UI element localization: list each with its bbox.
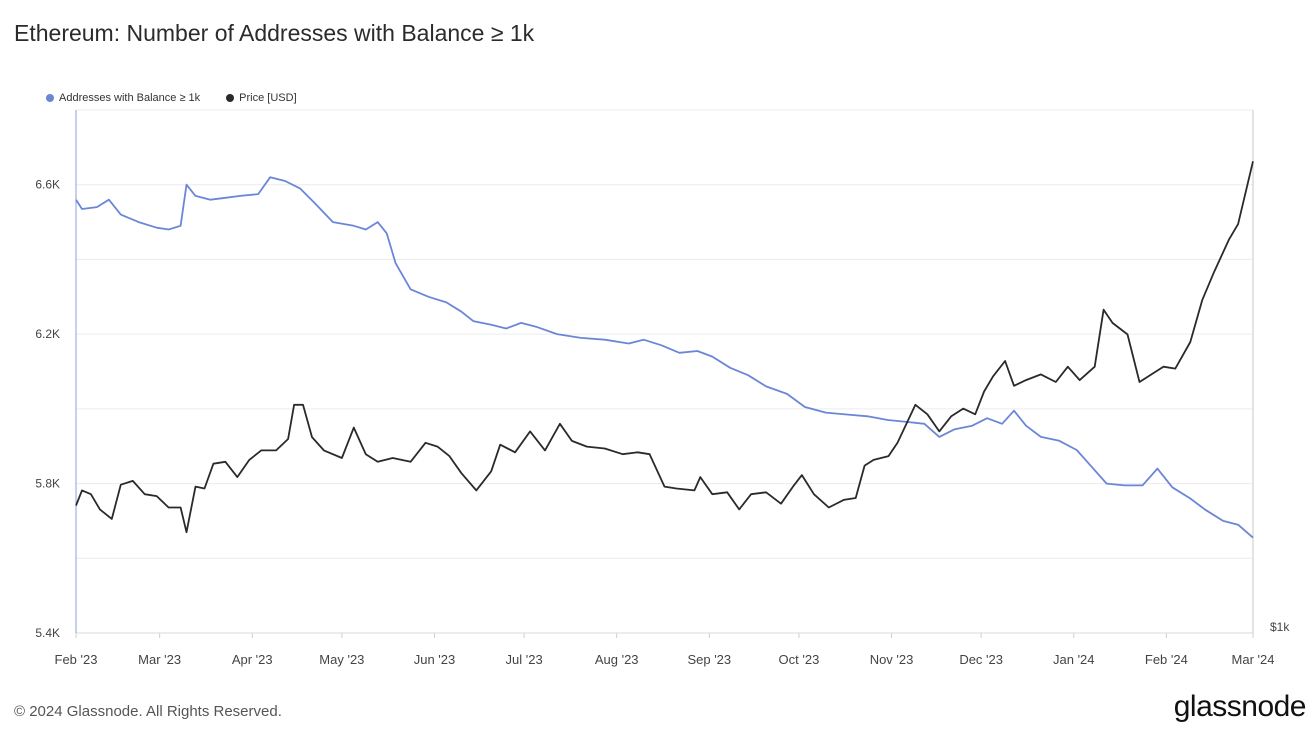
chart-legend: Addresses with Balance ≥ 1k Price [USD]: [46, 92, 297, 104]
x-tick-label: Apr '23: [232, 652, 273, 667]
chart-title: Ethereum: Number of Addresses with Balan…: [14, 20, 535, 46]
legend-item-price[interactable]: Price [USD]: [226, 92, 297, 104]
legend-dot-price: [226, 94, 235, 102]
x-tick-label: Mar '24: [1232, 652, 1275, 667]
y-tick-label: 5.8K: [35, 477, 60, 491]
y-tick-label: 6.2K: [35, 327, 60, 341]
y-tick-label: 6.6K: [35, 178, 60, 192]
x-tick-label: Nov '23: [870, 652, 914, 667]
y-right-label: $1k: [1270, 620, 1290, 634]
x-tick-label: Feb '23: [55, 652, 98, 667]
brand-logo: glassnode: [1173, 690, 1307, 723]
x-tick-label: Oct '23: [779, 652, 820, 667]
y-tick-label: 5.4K: [35, 626, 60, 640]
x-tick-label: Jul '23: [506, 652, 543, 667]
x-tick-label: Mar '23: [138, 652, 181, 667]
legend-label-addresses: Addresses with Balance ≥ 1k: [59, 92, 201, 104]
legend-label-price: Price [USD]: [239, 92, 297, 104]
x-tick-label: Jan '24: [1053, 652, 1095, 667]
x-tick-label: Jun '23: [414, 652, 456, 667]
x-tick-label: Dec '23: [959, 652, 1003, 667]
legend-item-addresses[interactable]: Addresses with Balance ≥ 1k: [46, 92, 200, 104]
copyright-footer: © 2024 Glassnode. All Rights Reserved.: [14, 703, 282, 720]
series-line-addresses: [75, 176, 1254, 539]
series-line-price: [75, 161, 1254, 534]
x-tick-label: Sep '23: [687, 652, 731, 667]
x-tick-label: May '23: [319, 652, 364, 667]
x-tick-label: Aug '23: [595, 652, 639, 667]
x-tick-label: Feb '24: [1145, 652, 1188, 667]
legend-dot-addresses: [46, 94, 54, 102]
